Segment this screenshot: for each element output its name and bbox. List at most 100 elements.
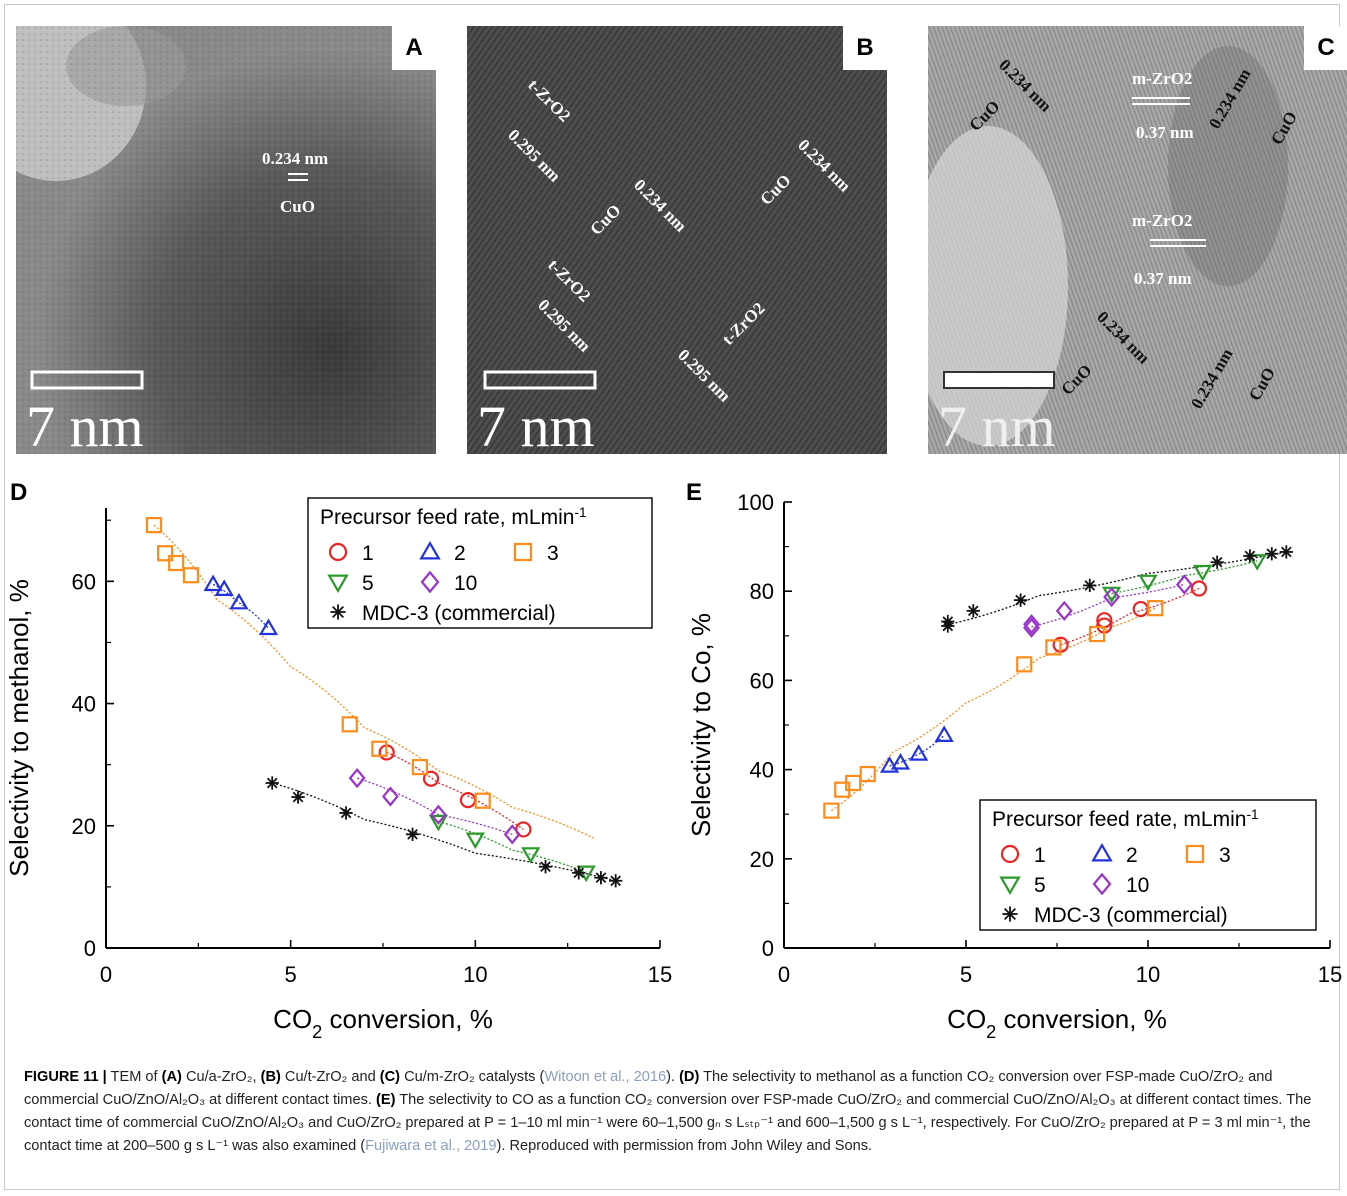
fit-curve [272,782,616,882]
y-tick-label: 0 [762,936,774,961]
data-point [572,866,586,880]
data-point [1016,656,1033,673]
fit-curve [830,607,1156,812]
legend-marker [1092,872,1112,896]
fit-curve [1060,587,1200,646]
legend-marker [1002,906,1018,922]
legend-label: MDC-3 (commercial) [362,602,556,625]
data-point [214,579,234,596]
caption-text: ). Reproduced with permission from John … [496,1138,873,1154]
x-tick-label: 0 [778,962,790,987]
data-point-stroke [573,867,585,879]
x-axis-title-part: conversion, % [996,1004,1167,1034]
caption-text: Cu/m-ZrO₂ catalysts ( [400,1069,545,1085]
legend-label: 3 [1219,844,1231,867]
data-point [1083,578,1097,593]
data-point [1210,555,1224,569]
caption-ref: (B) [260,1069,281,1085]
data-point-stroke [610,875,622,887]
legend-title-part: mLmin [511,506,574,529]
citation-link[interactable]: Witoon et al., 2016 [544,1069,667,1085]
data-point [1265,547,1279,561]
y-tick-label: 80 [750,579,774,604]
data-point [1147,600,1164,617]
data-point [291,790,305,804]
x-tick-label: 5 [285,962,297,987]
data-point [465,832,485,850]
legend-label: 10 [454,572,477,595]
x-axis-title-sub: 2 [312,1022,322,1042]
tem-annotation: CuO [280,197,315,216]
data-point [1088,625,1106,643]
data-point [909,744,929,761]
legend-label: 2 [1126,844,1138,867]
data-point-stroke [967,605,979,617]
legend-marker [327,574,349,593]
fit-curve [386,751,524,830]
data-point [503,824,521,845]
legend-box [979,799,1317,931]
panel-label-d: D [10,479,27,506]
fit-curve [1031,583,1185,628]
data-point [1023,617,1040,638]
x-axis-title: CO2 conversion, % [947,1004,1167,1042]
x-tick-label: 0 [100,962,112,987]
legend-title-sup: -1 [1246,807,1258,822]
data-point [538,860,553,874]
legend-marker [1185,844,1205,864]
legend-marker [513,542,533,562]
legend-title: Precursor feed rate, mLmin-1 [992,807,1259,832]
data-point [609,874,623,888]
y-tick-label: 60 [750,668,774,693]
panel-label-a: A [392,26,436,70]
data-point [879,756,900,773]
citation-link[interactable]: Fujiwara et al., 2019 [365,1138,497,1154]
data-point-stroke [942,616,954,627]
data-point [371,740,388,757]
data-point [1013,593,1028,607]
x-axis-title-part: CO [273,1004,312,1034]
caption-ref: (C) [379,1069,401,1085]
caption-text: Cu/a-ZrO₂, [181,1069,261,1085]
caption-text: ). [666,1069,680,1085]
tem-annotation: 0.37 nm [1134,269,1192,288]
data-point [182,567,200,584]
x-tick-label: 5 [960,962,972,987]
data-point [1055,600,1073,621]
x-axis-title-part: conversion, % [322,1004,493,1034]
y-tick-label: 40 [750,758,774,783]
y-axis-title: Selectivity to Co, % [686,613,716,837]
legend-marker [999,876,1021,895]
data-point [459,792,477,809]
x-axis-title: CO2 conversion, % [273,1004,493,1042]
data-point [1045,639,1062,656]
data-point [1192,564,1213,582]
data-point [168,554,185,572]
x-tick-label: 15 [1318,962,1342,987]
data-point [474,792,491,809]
data-point [934,725,954,742]
y-tick-label: 0 [84,936,96,961]
data-point [156,545,174,562]
data-point-stroke [340,807,352,819]
data-point [890,753,911,770]
y-tick-label: 20 [72,814,96,839]
data-point [1190,580,1208,597]
data-point [823,802,840,819]
tem-annotation: 0.37 nm [1136,123,1194,142]
y-tick-label: 100 [737,490,774,515]
legend-label: 1 [1034,844,1046,867]
legend-label: 10 [1126,874,1149,897]
caption-label: FIGURE 11 | [24,1069,107,1085]
data-point [594,871,608,885]
data-point [429,804,447,825]
data-point-stroke [1211,556,1223,568]
x-tick-label: 10 [1136,962,1160,987]
legend-label: 3 [547,542,559,565]
data-point [859,765,876,783]
legend-label: 5 [1034,874,1046,897]
data-point [348,767,366,789]
figure-caption: FIGURE 11 | TEM of (A) Cu/a-ZrO₂, (B) Cu… [24,1066,1324,1158]
fit-curve [947,551,1287,626]
